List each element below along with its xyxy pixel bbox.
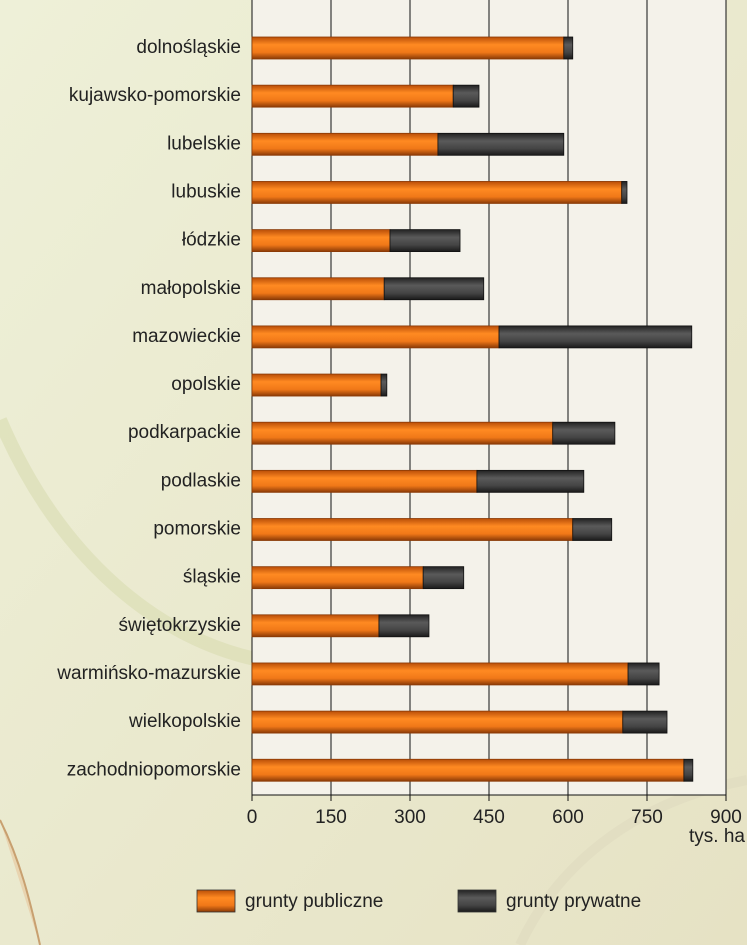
bar-segment (622, 710, 668, 734)
x-tick-label: 300 (394, 807, 426, 828)
x-tick-label: 150 (315, 807, 347, 828)
bar-segment (251, 325, 500, 349)
bar-segment (683, 758, 694, 782)
bar-segment (621, 181, 628, 204)
bar-segment (383, 277, 485, 301)
y-tick-label: świętokrzyskie (119, 615, 241, 636)
bar-segment (552, 421, 616, 445)
legend-swatch (457, 889, 497, 913)
y-tick-label: dolnośląskie (136, 37, 241, 58)
y-tick-label: kujawsko-pomorskie (69, 85, 241, 106)
bar-segment (251, 566, 424, 590)
bar-segment (251, 373, 382, 397)
bar-segment (476, 469, 585, 493)
y-tick-label: podkarpackie (128, 422, 241, 443)
x-tick-label: 0 (247, 807, 258, 828)
bar-segment (572, 518, 613, 541)
legend-label: grunty publiczne (245, 891, 383, 912)
x-tick-label: 750 (631, 807, 663, 828)
y-tick-label: mazowieckie (132, 326, 241, 347)
bar-segment (452, 84, 480, 108)
legend-swatch (196, 889, 236, 913)
bar-segment (251, 277, 385, 301)
decoration (0, 417, 262, 667)
decoration (0, 819, 41, 945)
y-tick-label: warmińsko-mazurskie (56, 663, 241, 684)
bar-segment (251, 36, 565, 60)
y-tick-label: lubelskie (167, 133, 241, 154)
bar-segment (251, 758, 685, 782)
y-tick-label: zachodniopomorskie (67, 759, 241, 780)
bar-segment (378, 614, 430, 638)
bar-segment (251, 662, 629, 686)
bar-segment (251, 614, 380, 638)
bar-segment (380, 373, 388, 397)
y-tick-label: pomorskie (153, 519, 241, 540)
y-tick-label: małopolskie (141, 278, 241, 299)
legend-label: grunty prywatne (506, 891, 641, 912)
x-tick-label: 900 (710, 807, 742, 828)
x-tick-label: 450 (473, 807, 505, 828)
bar-segment (389, 229, 461, 253)
bar-segment (251, 132, 439, 156)
bar-segment (563, 36, 574, 60)
y-tick-label: śląskie (183, 567, 241, 588)
y-tick-label: łódzkie (182, 230, 241, 251)
bar-segment (251, 84, 454, 108)
bar-segment (251, 710, 624, 734)
bar-segment (422, 566, 465, 590)
y-tick-label: podlaskie (161, 470, 241, 491)
bar-segment (251, 518, 574, 541)
x-axis-label: tys. ha (689, 826, 745, 847)
bar-segment (251, 421, 554, 445)
y-tick-label: wielkopolskie (128, 711, 241, 732)
bar-segment (498, 325, 693, 349)
y-tick-label: lubuskie (171, 181, 241, 202)
bar-segment (251, 229, 391, 253)
bar-segment (251, 469, 478, 493)
bar-segment (251, 181, 623, 204)
y-tick-label: opolskie (171, 374, 241, 395)
x-tick-label: 600 (552, 807, 584, 828)
bar-segment (627, 662, 660, 686)
bar-segment (437, 132, 565, 156)
